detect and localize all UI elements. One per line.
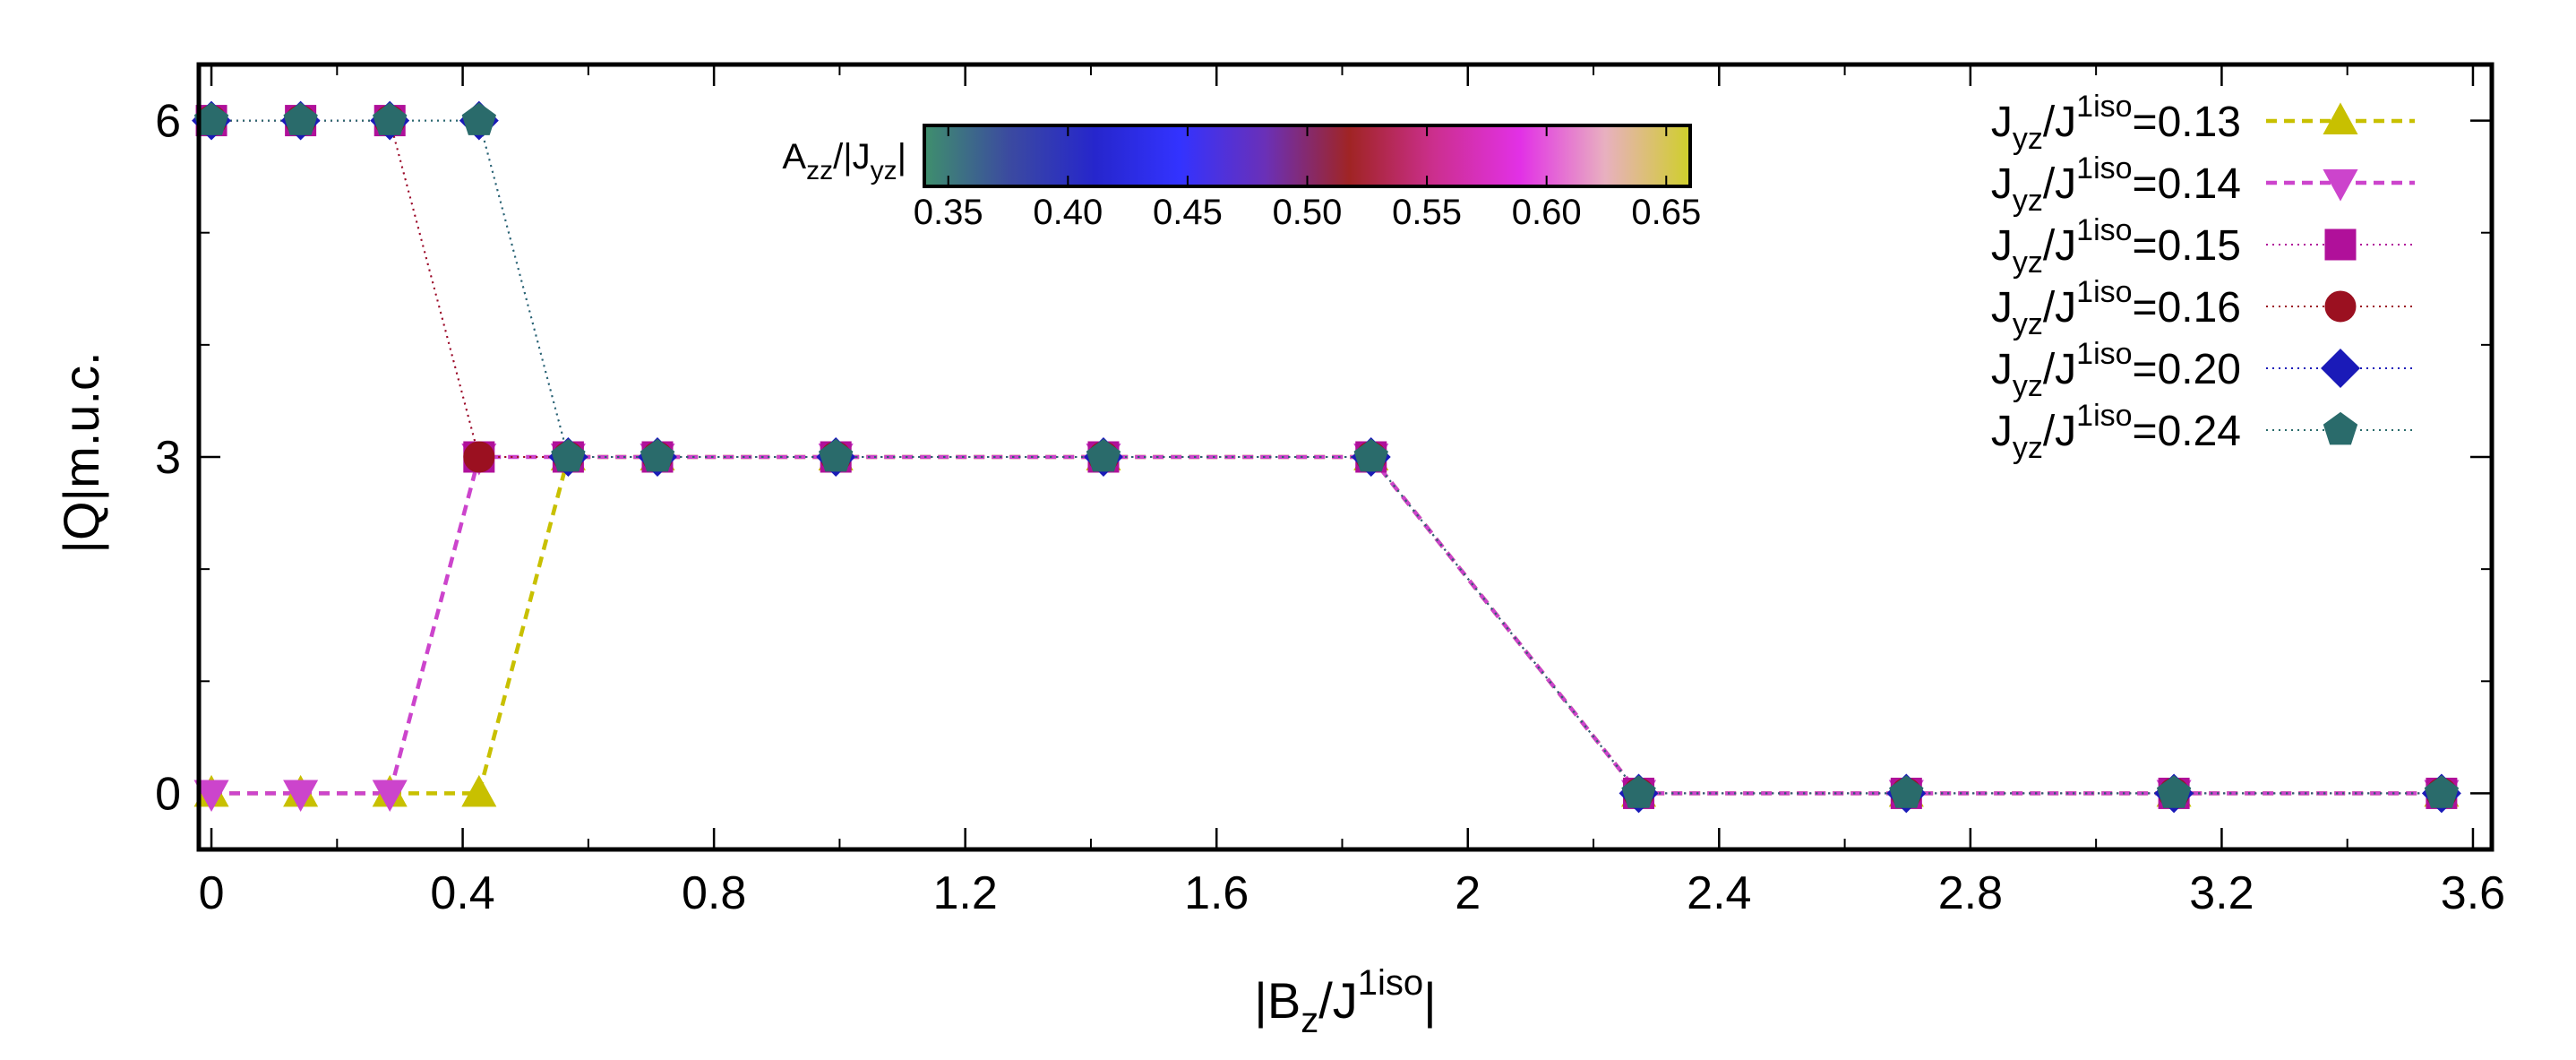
x-tick-label: 3.6 <box>2441 867 2505 919</box>
data-point-s5-6 <box>819 438 854 472</box>
legend-label-part: J <box>1991 99 2013 146</box>
data-point-s5-7 <box>1086 438 1121 472</box>
legend-label-part: 1iso <box>2076 213 2132 247</box>
legend-label-part: =0.16 <box>2133 284 2241 332</box>
series-line-1 <box>211 454 2442 796</box>
y-tick-labels: 0 3 6 <box>155 96 181 821</box>
legend-label-part: J <box>1991 346 2013 393</box>
legend-label-part: 1iso <box>2076 275 2132 309</box>
legend-marker <box>2321 349 2360 388</box>
colorbar-ticks: 0.35 0.40 0.45 0.50 0.55 0.60 0.65 <box>914 125 1701 232</box>
data-point-s5-9 <box>1621 775 1656 808</box>
legend-label-part: /J <box>2043 408 2076 455</box>
data-point-s1-1 <box>283 780 319 813</box>
series-markers <box>192 100 2461 814</box>
legend-label-part: yz <box>2013 369 2043 403</box>
colorbar-tick-label: 0.60 <box>1512 193 1582 232</box>
legend-label-part: =0.13 <box>2133 99 2241 146</box>
legend-marker <box>2323 169 2358 202</box>
legend-entry-5: Jyz/J1iso=0.24 <box>1991 399 2415 465</box>
data-point-s1-0 <box>193 780 229 813</box>
data-point-s5-2 <box>373 102 408 135</box>
legend-label: Jyz/J1iso=0.20 <box>1991 337 2241 403</box>
data-point-s0-3 <box>461 774 497 807</box>
data-point-s5-10 <box>1889 775 1924 808</box>
colorbar-tick-label: 0.35 <box>914 193 983 232</box>
legend-label-part: J <box>1991 284 2013 332</box>
x-tick-label: 3.2 <box>2189 867 2254 919</box>
legend-label: Jyz/J1iso=0.15 <box>1991 213 2241 280</box>
y-axis-label: |Q|m.u.c. <box>53 351 109 553</box>
legend-label-part: J <box>1991 160 2013 208</box>
x-tick-label: 2 <box>1455 867 1481 919</box>
x-tick-label: 0 <box>199 867 225 919</box>
x-axis-label: |Bz/J1iso| <box>1254 963 1436 1040</box>
legend-label-part: /J <box>2043 222 2076 270</box>
legend-label-part: yz <box>2013 431 2043 465</box>
x-tick-label: 2.4 <box>1687 867 1751 919</box>
data-point-s5-4 <box>551 438 586 472</box>
legend-label: Jyz/J1iso=0.14 <box>1991 151 2241 218</box>
x-tick-labels: 0 0.4 0.8 1.2 1.6 2 2.4 2.8 3.2 3.6 <box>199 867 2506 919</box>
x-tick-label: 0.4 <box>430 867 494 919</box>
legend-label-part: =0.24 <box>2133 408 2241 455</box>
x-tick-label: 0.8 <box>682 867 746 919</box>
legend-label-part: yz <box>2013 122 2043 156</box>
legend-label-part: /J <box>2043 160 2076 208</box>
y-tick-label: 0 <box>155 768 181 820</box>
legend-marker <box>2323 102 2358 134</box>
x-tick-label: 2.8 <box>1938 867 2003 919</box>
legend-marker <box>2323 411 2358 445</box>
legend-label-part: yz <box>2013 184 2043 218</box>
colorbar: Azz/|Jyz| 0.35 0.40 0.45 0.50 0.55 0.60 0.65 <box>782 124 1701 232</box>
data-point-s5-8 <box>1353 438 1388 472</box>
plot-frame <box>196 62 2494 852</box>
colorbar-tick-label: 0.55 <box>1392 193 1462 232</box>
data-point-s5-12 <box>2424 775 2460 808</box>
legend-entry-4: Jyz/J1iso=0.20 <box>1991 337 2415 403</box>
data-point-s5-5 <box>640 438 675 472</box>
legend-entry-2: Jyz/J1iso=0.15 <box>1991 213 2415 280</box>
legend-marker <box>2324 290 2357 323</box>
legend-label-part: /J <box>2043 346 2076 393</box>
legend-label-part: 1iso <box>2076 151 2132 185</box>
legend-entry-0: Jyz/J1iso=0.13 <box>1991 90 2415 156</box>
legend-label-part: 1iso <box>2076 90 2132 124</box>
legend-label-part: =0.20 <box>2133 346 2241 393</box>
legend: Jyz/J1iso=0.13Jyz/J1iso=0.14Jyz/J1iso=0.… <box>1991 90 2415 465</box>
colorbar-tick-label: 0.40 <box>1033 193 1103 232</box>
legend-label-part: =0.14 <box>2133 160 2241 208</box>
legend-label-part: 1iso <box>2076 399 2132 433</box>
legend-label-part: J <box>1991 408 2013 455</box>
y-tick-label: 6 <box>155 96 181 148</box>
colorbar-label: Azz/|Jyz| <box>782 137 906 185</box>
x-tick-label: 1.6 <box>1184 867 1249 919</box>
data-point-s5-3 <box>461 102 496 135</box>
legend-label-part: =0.15 <box>2133 222 2241 270</box>
data-point-s3-3 <box>463 441 495 473</box>
data-point-s5-11 <box>2156 775 2192 808</box>
legend-label: Jyz/J1iso=0.16 <box>1991 275 2241 341</box>
colorbar-tick-label: 0.50 <box>1273 193 1343 232</box>
data-point-s5-1 <box>283 102 318 135</box>
x-tick-label: 1.2 <box>933 867 998 919</box>
colorbar-tick-label: 0.45 <box>1153 193 1223 232</box>
legend-label-part: /J <box>2043 99 2076 146</box>
legend-marker <box>2324 228 2357 261</box>
legend-label-part: J <box>1991 222 2013 270</box>
data-point-s1-2 <box>372 780 408 813</box>
legend-label: Jyz/J1iso=0.13 <box>1991 90 2241 156</box>
legend-label-part: /J <box>2043 284 2076 332</box>
legend-label: Jyz/J1iso=0.24 <box>1991 399 2241 465</box>
y-tick-label: 3 <box>155 432 181 484</box>
colorbar-tick-label: 0.65 <box>1631 193 1701 232</box>
legend-entry-3: Jyz/J1iso=0.16 <box>1991 275 2415 341</box>
legend-label-part: yz <box>2013 307 2043 341</box>
series-line-0 <box>211 454 2442 796</box>
legend-label-part: yz <box>2013 246 2043 280</box>
legend-label-part: 1iso <box>2076 337 2132 371</box>
legend-entry-1: Jyz/J1iso=0.14 <box>1991 151 2415 218</box>
